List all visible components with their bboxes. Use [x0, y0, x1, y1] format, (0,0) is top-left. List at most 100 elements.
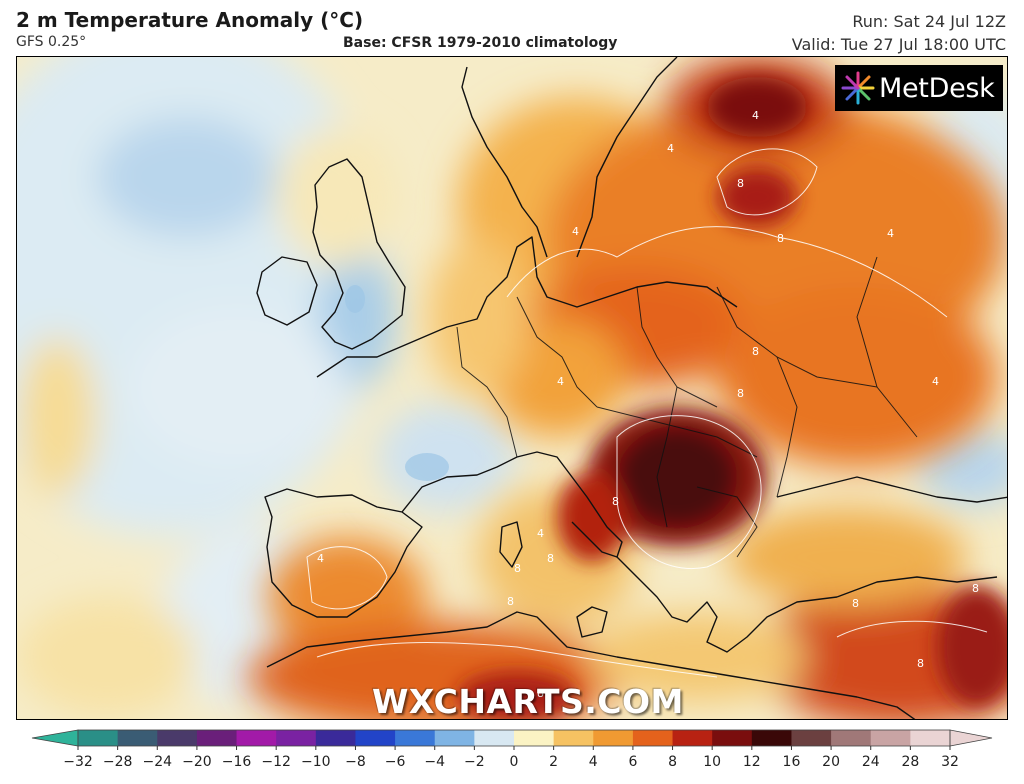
colorbar-tick-label: 8 — [668, 754, 677, 770]
coastline-turkey — [836, 576, 998, 598]
colorbar-segment — [315, 730, 356, 746]
contour-label: 4 — [887, 227, 894, 240]
model-label: GFS 0.25° — [16, 34, 87, 50]
colorbar-segment — [672, 730, 713, 746]
colorbar-tick-label: 16 — [783, 754, 801, 770]
colorbar-tick-label: −2 — [464, 754, 485, 770]
map-title: 2 m Temperature Anomaly (°C) — [16, 8, 364, 32]
colorbar-segment — [870, 730, 911, 746]
contour-label: 8 — [972, 582, 979, 595]
contour-label: 8 — [737, 387, 744, 400]
contour-label: 8 — [752, 345, 759, 358]
contour-label: 8 — [852, 597, 859, 610]
metdesk-burst-icon — [841, 71, 875, 105]
metdesk-logo: MetDesk — [835, 65, 1003, 111]
coastline-north-africa — [266, 611, 916, 719]
country-borders — [456, 256, 918, 558]
colorbar-tick-label: 6 — [628, 754, 637, 770]
colorbar-segment — [434, 730, 475, 746]
coastline-corsica-sardinia — [499, 521, 523, 568]
colorbar-segment — [474, 730, 515, 746]
coastline-northern-europe — [316, 236, 738, 378]
colorbar-arrow-left — [31, 729, 79, 747]
contour-label: 8 — [507, 595, 514, 608]
colorbar-segment — [712, 730, 753, 746]
colorbar-labels: −32 −28 −24 −20 −16 −12 −10 −8 −6 −4 −2 0 2 4 6 8 10 12 16… — [63, 746, 959, 770]
colorbar-segment — [117, 730, 158, 746]
coastline-riviera-italy — [401, 451, 623, 558]
contour-label: 8 — [917, 657, 924, 670]
ocean-anomaly-field — [17, 57, 1007, 717]
contour-label: 4 — [537, 527, 544, 540]
wxcharts-watermark: WXCHARTS.COM — [372, 682, 684, 720]
colorbar-segment — [632, 730, 674, 746]
colorbar-tick-label: 4 — [589, 754, 598, 770]
colorbar-segment — [236, 730, 277, 746]
colorbar-tick-label: −16 — [222, 754, 252, 770]
contour-label: 8 — [612, 495, 619, 508]
contour-label: 4 — [932, 375, 939, 388]
contour-label: 4 — [557, 375, 564, 388]
colorbar-tick-label: 0 — [510, 754, 519, 770]
coastline-sweden — [576, 57, 678, 258]
coastline-sicily — [576, 606, 608, 638]
contour-label: 8 — [537, 687, 544, 700]
colorbar-segments — [31, 729, 993, 747]
colorbar-tick-label: 10 — [703, 754, 721, 770]
contour-label: 4 — [572, 225, 579, 238]
colorbar-tick-label: −12 — [261, 754, 291, 770]
colorbar-segment — [910, 730, 951, 746]
colorbar-tick-label: −24 — [142, 754, 172, 770]
climatology-base-label: Base: CFSR 1979-2010 climatology — [343, 35, 618, 51]
run-time-label: Run: Sat 24 Jul 12Z — [852, 12, 1006, 31]
colorbar-tick-label: 2 — [549, 754, 558, 770]
contour-label: 4 — [752, 109, 759, 122]
colorbar-tick-label: 24 — [862, 754, 880, 770]
colorbar-segment — [751, 730, 792, 746]
coastline-norway — [461, 66, 548, 258]
cool-pockets — [345, 285, 449, 481]
colorbar: −32 −28 −24 −20 −16 −12 −10 −8 −6 −4 −2 0 2 4 6 8 10 12 16… — [31, 729, 993, 770]
colorbar-segment — [395, 730, 436, 746]
colorbar-segment — [514, 730, 555, 746]
contour-label: 8 — [777, 232, 784, 245]
balkan-heat-core — [457, 77, 1007, 719]
contour-label: 4 — [317, 552, 324, 565]
colorbar-segment — [78, 730, 119, 746]
colorbar-segment — [831, 730, 872, 746]
colorbar-segment — [593, 730, 634, 746]
colorbar-segment — [157, 730, 198, 746]
contour-label: 8 — [547, 552, 554, 565]
colorbar-segment — [196, 730, 238, 746]
coastline-ireland — [256, 256, 318, 326]
colorbar-segment — [355, 730, 396, 746]
coastline-black-sea — [776, 476, 1007, 503]
contour-label: 8 — [737, 177, 744, 190]
coastline-iberia — [264, 488, 423, 618]
colorbar-tick-label: −6 — [385, 754, 406, 770]
coastline-great-britain — [312, 158, 406, 350]
contour-lines — [306, 148, 988, 678]
coastline-balkans-greece — [616, 556, 838, 653]
colorbar-segment — [553, 730, 594, 746]
colorbar-tick-label: −20 — [182, 754, 212, 770]
colorbar-tick-label: −8 — [345, 754, 366, 770]
contour-label: 8 — [514, 562, 521, 575]
contour-label: 4 — [667, 142, 674, 155]
colorbar-tick-label: 20 — [822, 754, 840, 770]
colorbar-tick-label: −4 — [424, 754, 445, 770]
colorbar-tick-label: −28 — [103, 754, 133, 770]
coastlines — [256, 57, 1007, 719]
colorbar-segment — [791, 730, 832, 746]
colorbar-tick-label: 32 — [941, 754, 959, 770]
colorbar-tick-label: −32 — [63, 754, 93, 770]
colorbar-tick-label: −10 — [301, 754, 331, 770]
colorbar-arrow-right — [949, 729, 993, 747]
metdesk-label: MetDesk — [879, 72, 995, 104]
colorbar-tick-label: 12 — [743, 754, 761, 770]
colorbar-segment — [276, 730, 317, 746]
valid-time-label: Valid: Tue 27 Jul 18:00 UTC — [791, 35, 1006, 54]
colorbar-tick-label: 28 — [901, 754, 919, 770]
